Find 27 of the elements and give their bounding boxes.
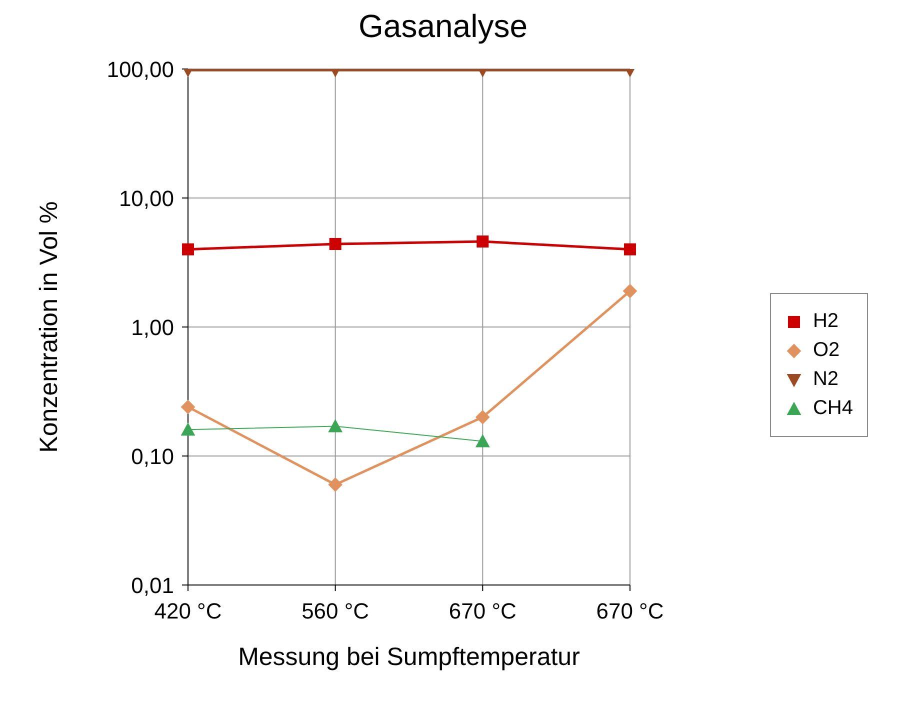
point (329, 238, 342, 250)
point (622, 284, 638, 298)
chart-title: Gasanalyse (358, 8, 528, 45)
point (624, 243, 636, 256)
x-tick-label: 670 °C (448, 598, 517, 624)
point (180, 400, 196, 414)
legend-label: O2 (812, 339, 840, 362)
point (476, 236, 489, 248)
y-tick-label: 10,00 (118, 186, 174, 211)
point (475, 410, 490, 424)
x-tick-label: 670 °C (596, 598, 664, 624)
point (180, 422, 196, 436)
legend-label: N2 (812, 368, 839, 391)
x-axis-title: Messung bei Sumpftemperatur (238, 643, 580, 671)
y-axis-title: Konzentration in Vol % (34, 201, 63, 453)
y-tick-label: 0,10 (131, 444, 174, 469)
point (475, 434, 490, 448)
x-tick-label: 560 °C (302, 598, 370, 624)
y-tick-label: 0,01 (131, 572, 174, 598)
x-tick-label: 420 °C (154, 598, 222, 624)
point (328, 419, 343, 432)
legend-label: H2 (812, 310, 839, 333)
point (182, 243, 194, 256)
y-tick-label: 1,00 (131, 314, 174, 340)
y-tick-label: 100,00 (106, 56, 174, 82)
point (328, 477, 343, 492)
legend-label: CH4 (812, 397, 853, 420)
